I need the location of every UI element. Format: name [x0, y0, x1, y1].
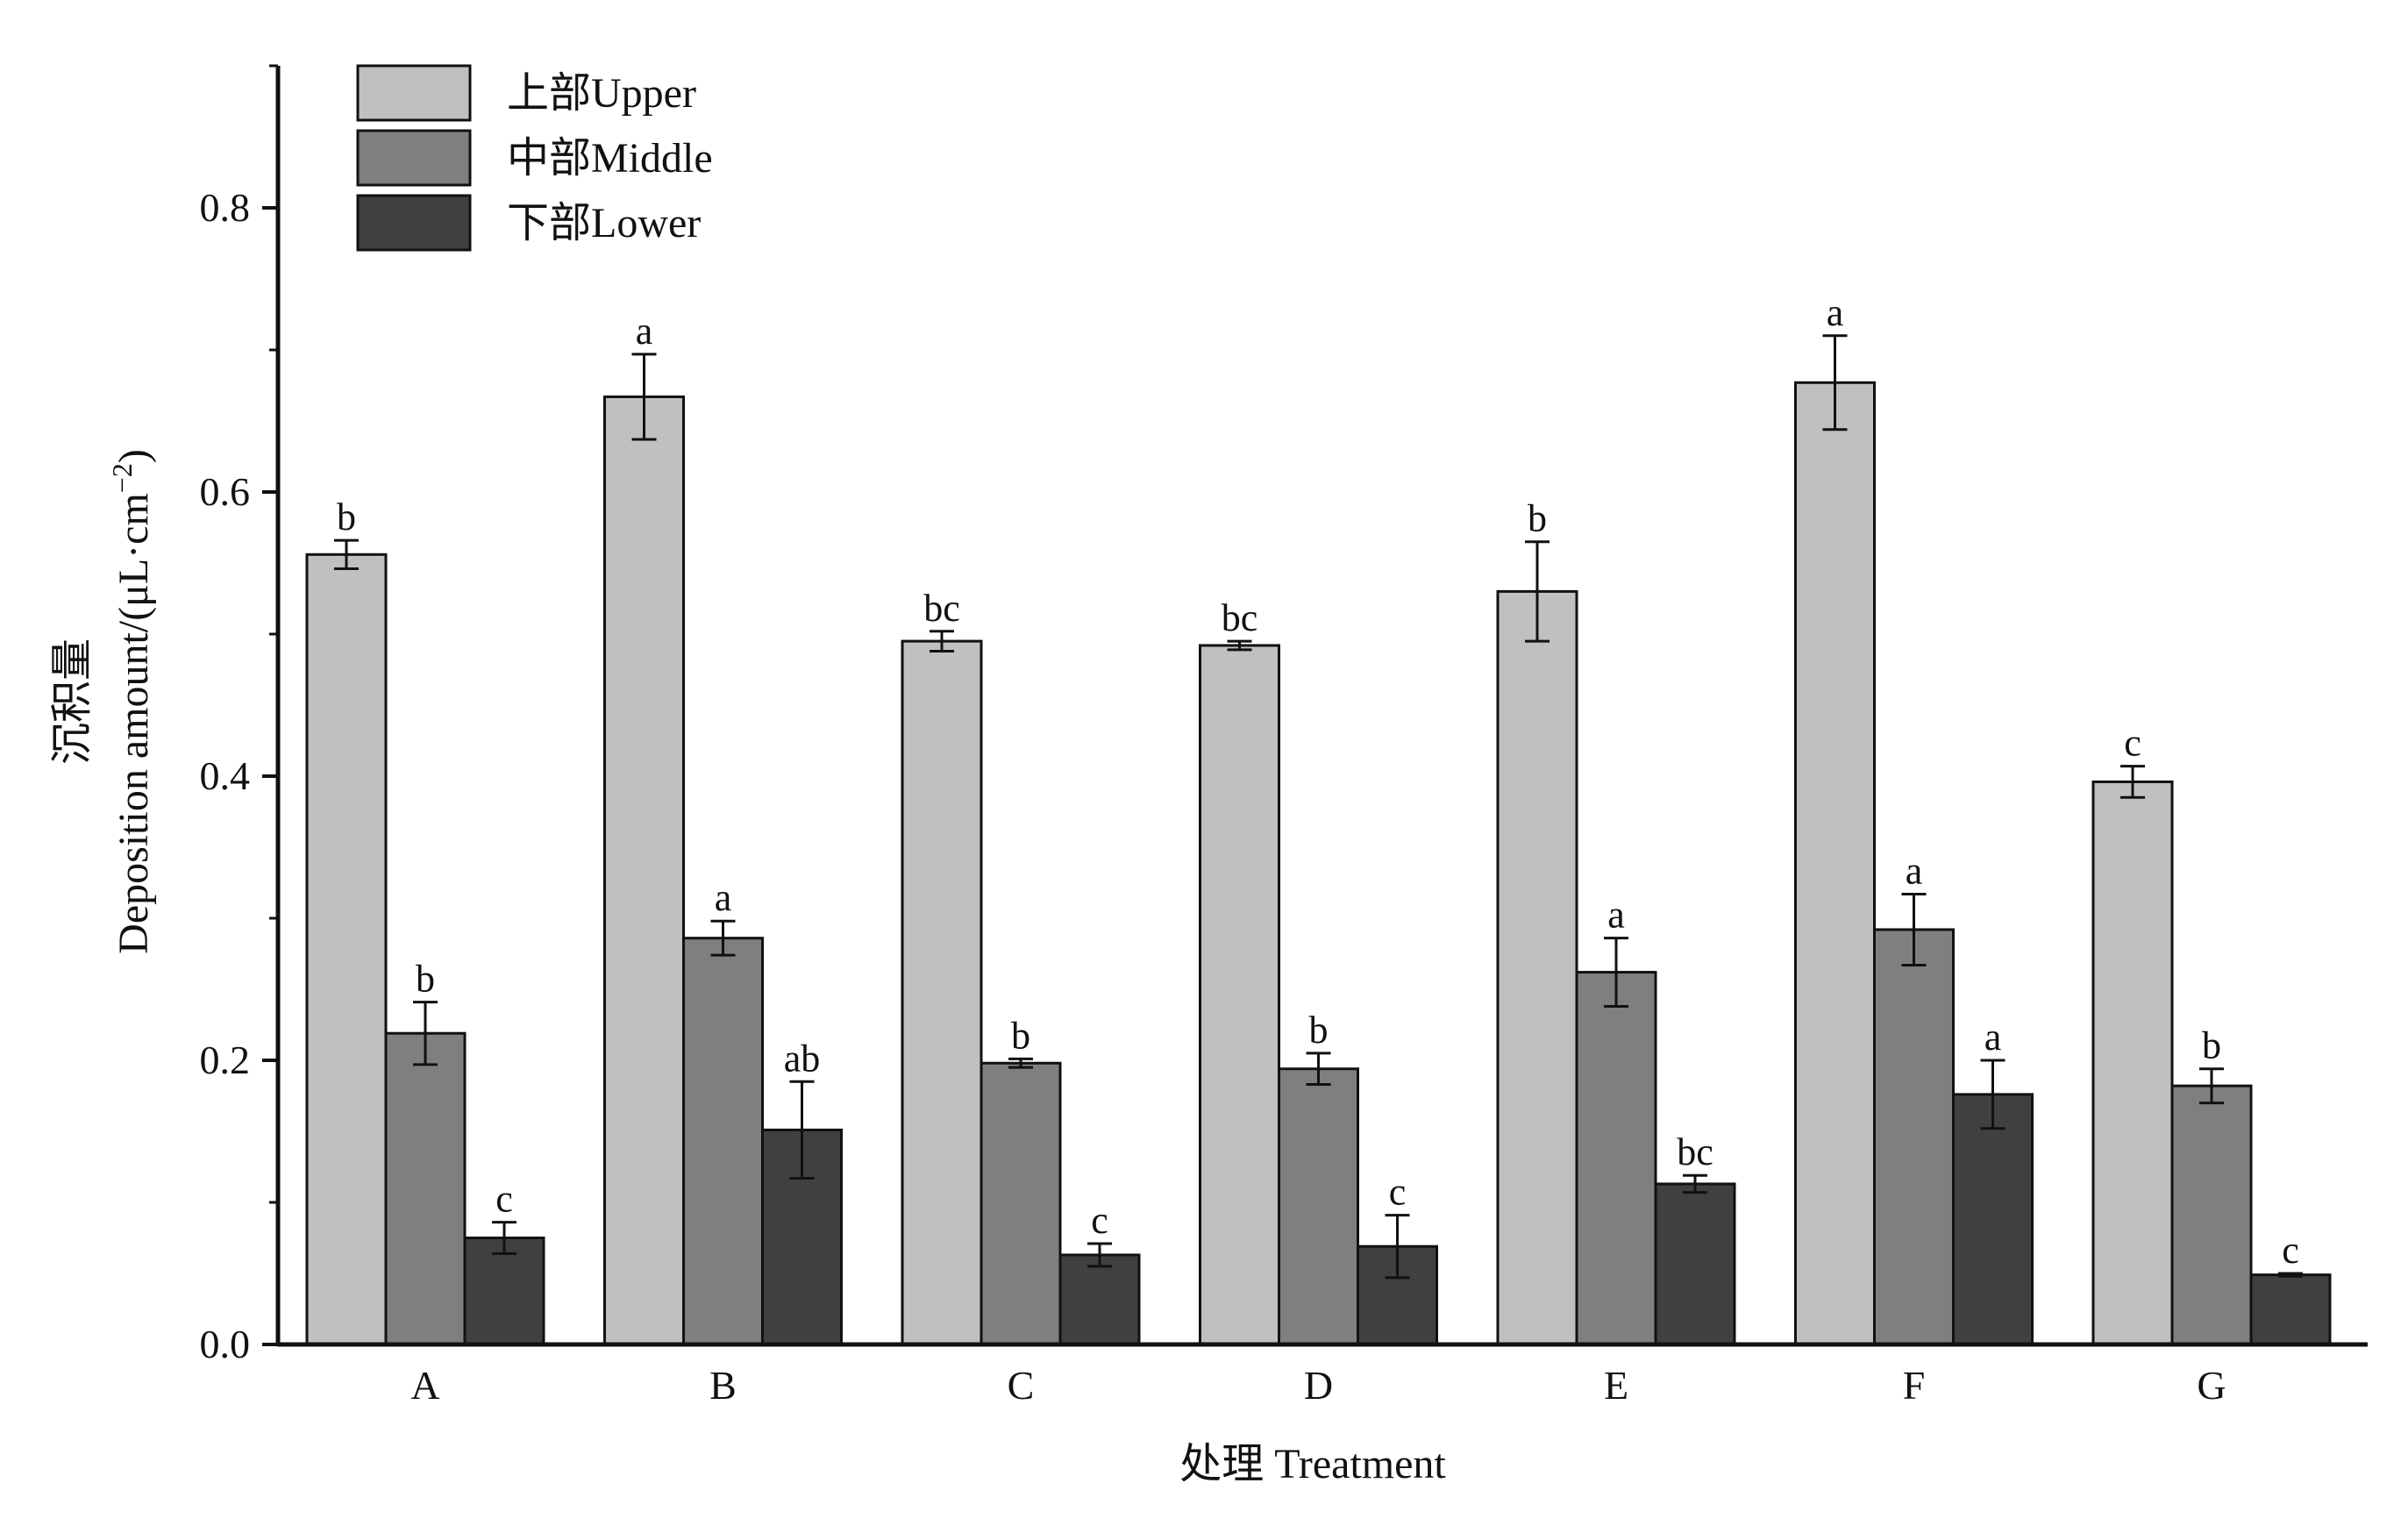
x-axis-title: 处理 Treatment [1179, 1441, 1446, 1487]
bar-E-0 [1496, 589, 1578, 1346]
legend-swatch-1 [356, 129, 472, 187]
legend-label-1: 中部Middle [507, 135, 713, 182]
y-tick-label-2: 0.4 [200, 753, 251, 798]
bar-C-2 [1058, 1253, 1141, 1346]
bar-A-0 [305, 553, 388, 1346]
y-tick-label-0: 0.0 [200, 1322, 251, 1366]
y-axis: 0.0 0.2 0.4 0.6 0.8 [200, 64, 281, 1366]
y-axis-title: 沉积量 Deposition amount/(μL·cm−2) [49, 449, 157, 954]
bar-D-1 [1278, 1067, 1359, 1346]
x-tick-label-C: C [1008, 1363, 1035, 1408]
bar-G-1 [2170, 1084, 2253, 1346]
significance-label-B-2: ab [784, 1037, 821, 1080]
y-tick-label-4: 0.8 [200, 185, 251, 230]
significance-label-D-0: bc [1222, 596, 1258, 639]
significance-label-A-2: c [495, 1178, 513, 1221]
significance-label-E-0: b [1528, 497, 1547, 540]
bar-C-1 [980, 1061, 1062, 1346]
significance-label-F-1: a [1906, 849, 1923, 892]
significance-label-A-0: b [337, 496, 356, 538]
x-axis: A B C D E F G [277, 1342, 2368, 1408]
significance-label-C-2: c [1091, 1199, 1108, 1242]
legend-swatch-2 [356, 194, 472, 252]
significance-label-C-0: bc [923, 587, 960, 630]
significance-label-C-1: b [1011, 1014, 1030, 1057]
bar-G-2 [2249, 1273, 2332, 1346]
x-tick-label-D: D [1304, 1363, 1333, 1408]
bar-C-0 [901, 639, 983, 1346]
significance-label-G-2: c [2282, 1229, 2299, 1272]
legend-label-2: 下部Lower [507, 200, 701, 246]
bar-F-2 [1952, 1093, 2034, 1346]
x-tick-label-B: B [709, 1363, 737, 1408]
bar-E-2 [1654, 1182, 1736, 1346]
y-tick-label-1: 0.2 [200, 1038, 251, 1082]
bar-B-1 [682, 937, 764, 1346]
significance-label-E-2: bc [1677, 1130, 1713, 1173]
legend: 上部Upper 中部Middle 下部Lower [356, 64, 713, 252]
y-axis-title-main: Deposition amount/(μL·cm [110, 493, 157, 954]
x-tick-label-E: E [1604, 1363, 1628, 1408]
significance-label-D-1: b [1309, 1009, 1329, 1052]
legend-swatch-0 [356, 64, 472, 122]
bar-E-1 [1575, 971, 1657, 1346]
significance-label-G-1: b [2202, 1024, 2221, 1067]
bar-F-1 [1873, 928, 1955, 1346]
significance-label-D-2: c [1389, 1171, 1407, 1214]
x-tick-label-F: F [1903, 1363, 1926, 1408]
x-tick-label-A: A [410, 1363, 439, 1408]
bar-D-0 [1199, 644, 1280, 1346]
bar-A-1 [384, 1031, 467, 1346]
legend-label-0: 上部Upper [507, 70, 696, 117]
significance-label-F-2: a [1984, 1016, 2002, 1059]
x-tick-label-G: G [2197, 1363, 2226, 1408]
significance-label-E-1: a [1607, 894, 1625, 937]
y-axis-title-sup: −2 [106, 463, 138, 493]
bar-G-0 [2091, 780, 2174, 1346]
significance-label-F-0: a [1827, 291, 1844, 334]
bar-B-0 [603, 395, 685, 1346]
significance-label-G-0: c [2124, 722, 2141, 765]
bar-F-0 [1794, 381, 1876, 1346]
y-axis-title-cn: 沉积量 [49, 638, 96, 765]
y-axis-title-en: Deposition amount/(μL·cm−2) [106, 449, 157, 954]
significance-label-B-0: a [636, 310, 653, 353]
y-tick-label-3: 0.6 [200, 469, 251, 514]
y-axis-title-close: ) [110, 449, 157, 463]
significance-label-A-1: b [416, 958, 435, 1001]
significance-label-B-1: a [715, 876, 732, 919]
